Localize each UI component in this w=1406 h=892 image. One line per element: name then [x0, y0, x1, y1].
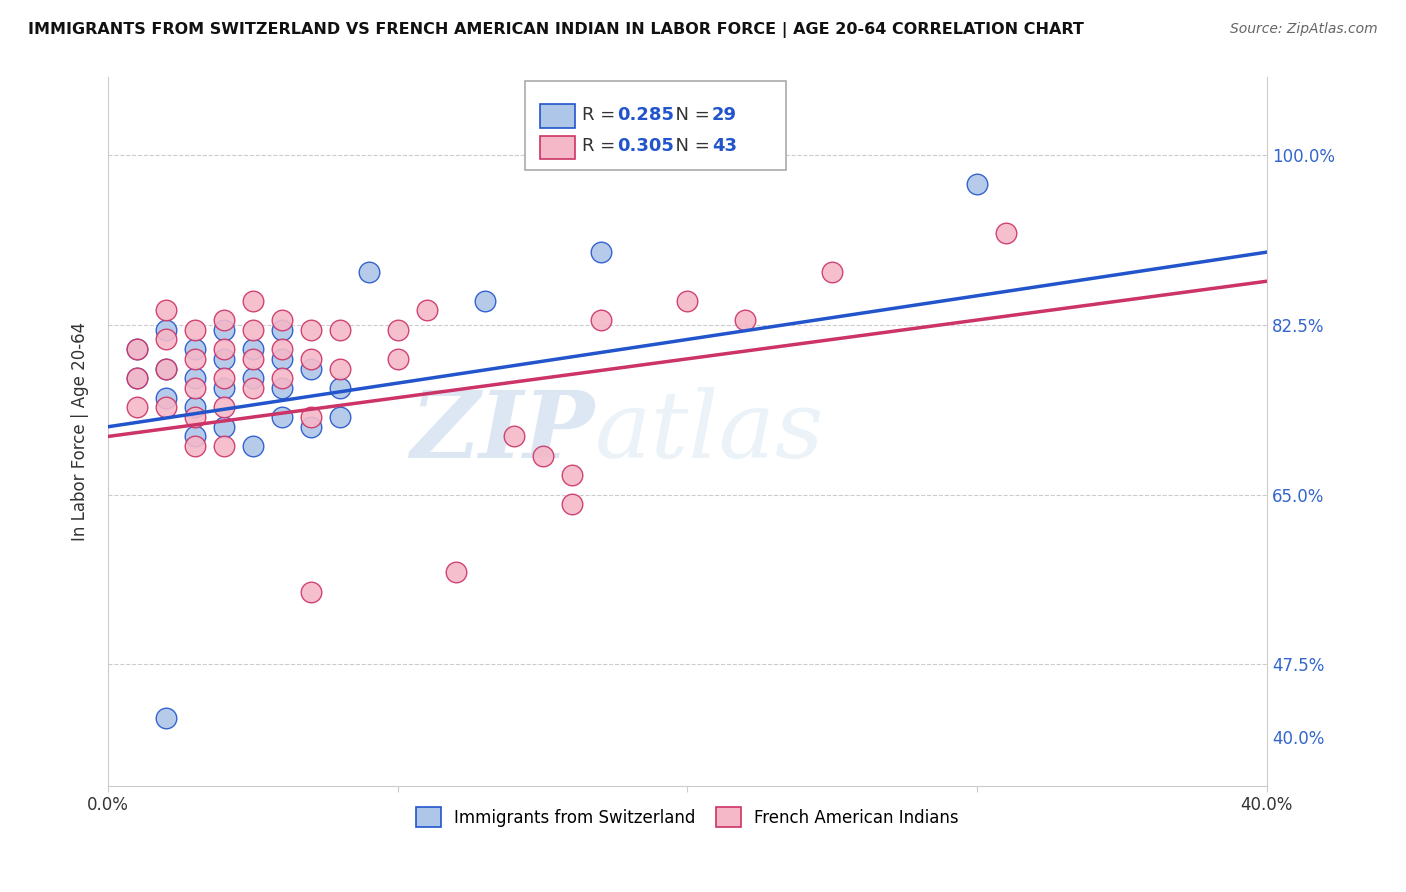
Point	[242, 342, 264, 356]
Point	[561, 497, 583, 511]
Point	[155, 303, 177, 318]
Point	[444, 566, 467, 580]
Legend: Immigrants from Switzerland, French American Indians: Immigrants from Switzerland, French Amer…	[409, 800, 966, 834]
Point	[270, 351, 292, 366]
Text: 0.305: 0.305	[617, 137, 673, 155]
Point	[676, 293, 699, 308]
Point	[184, 381, 207, 395]
Point	[155, 361, 177, 376]
Point	[125, 371, 148, 385]
Text: ZIP: ZIP	[411, 386, 595, 476]
Point	[474, 293, 496, 308]
Point	[212, 351, 235, 366]
Point	[561, 468, 583, 483]
Point	[531, 449, 554, 463]
Point	[329, 323, 352, 337]
Point	[966, 177, 988, 191]
Point	[184, 371, 207, 385]
Point	[270, 313, 292, 327]
Point	[270, 323, 292, 337]
Point	[125, 342, 148, 356]
Point	[329, 381, 352, 395]
Point	[299, 323, 322, 337]
Point	[242, 439, 264, 453]
Point	[212, 381, 235, 395]
Point	[995, 226, 1018, 240]
Point	[184, 401, 207, 415]
Point	[155, 391, 177, 405]
Point	[821, 264, 844, 278]
Point	[270, 342, 292, 356]
Point	[155, 333, 177, 347]
Point	[184, 439, 207, 453]
Point	[387, 323, 409, 337]
Text: R =: R =	[582, 137, 621, 155]
Point	[589, 313, 612, 327]
Point	[184, 323, 207, 337]
Text: R =: R =	[582, 106, 621, 124]
Point	[387, 351, 409, 366]
Point	[125, 401, 148, 415]
Point	[357, 264, 380, 278]
Point	[242, 381, 264, 395]
Point	[415, 303, 437, 318]
Point	[329, 410, 352, 425]
Point	[270, 381, 292, 395]
Point	[155, 711, 177, 725]
Point	[242, 293, 264, 308]
Point	[212, 371, 235, 385]
Point	[242, 371, 264, 385]
Point	[242, 351, 264, 366]
Point	[184, 351, 207, 366]
Point	[329, 361, 352, 376]
Y-axis label: In Labor Force | Age 20-64: In Labor Force | Age 20-64	[72, 322, 89, 541]
Point	[299, 419, 322, 434]
Point	[212, 401, 235, 415]
Point	[734, 313, 756, 327]
Text: IMMIGRANTS FROM SWITZERLAND VS FRENCH AMERICAN INDIAN IN LABOR FORCE | AGE 20-64: IMMIGRANTS FROM SWITZERLAND VS FRENCH AM…	[28, 22, 1084, 38]
Point	[270, 371, 292, 385]
Point	[212, 323, 235, 337]
Point	[184, 342, 207, 356]
Point	[299, 351, 322, 366]
Point	[299, 584, 322, 599]
Point	[299, 410, 322, 425]
Point	[155, 323, 177, 337]
Point	[184, 410, 207, 425]
Point	[155, 401, 177, 415]
FancyBboxPatch shape	[540, 136, 575, 159]
Point	[125, 342, 148, 356]
Text: 29: 29	[711, 106, 737, 124]
Point	[212, 313, 235, 327]
Point	[270, 410, 292, 425]
Point	[589, 245, 612, 260]
Point	[242, 323, 264, 337]
Point	[212, 439, 235, 453]
Text: 43: 43	[711, 137, 737, 155]
Point	[212, 419, 235, 434]
Text: Source: ZipAtlas.com: Source: ZipAtlas.com	[1230, 22, 1378, 37]
Point	[212, 342, 235, 356]
Text: atlas: atlas	[595, 386, 824, 476]
FancyBboxPatch shape	[540, 104, 575, 128]
Point	[184, 429, 207, 443]
Point	[155, 361, 177, 376]
Point	[299, 361, 322, 376]
Text: N =: N =	[664, 137, 716, 155]
Point	[502, 429, 524, 443]
Text: 0.285: 0.285	[617, 106, 673, 124]
Text: N =: N =	[664, 106, 716, 124]
Point	[125, 371, 148, 385]
FancyBboxPatch shape	[526, 81, 786, 169]
